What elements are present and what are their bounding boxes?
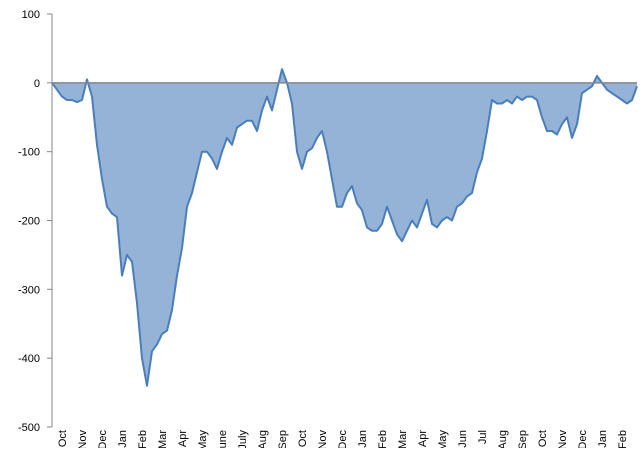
y-tick-label: -200 [18,216,40,228]
x-tick-label: Dec [337,430,349,448]
y-tick-label: -300 [18,284,40,296]
x-tick-label: Oct [537,430,549,447]
x-tick-label: Nov [317,430,329,448]
x-tick-label: Feb [377,430,389,448]
y-tick-label: -100 [18,147,40,159]
x-tick-label: May [437,430,449,448]
x-tick-label: Dec [577,430,589,448]
x-tick-label: Aug [257,430,269,448]
x-tick-label: Aug [497,430,509,448]
x-tick-label: Mar [397,430,409,448]
x-tick-label: June [217,430,229,448]
y-tick-label: -500 [18,422,40,434]
x-tick-label: Oct [57,430,69,447]
x-tick-label: Oct [297,430,309,447]
area-fill [52,69,637,386]
x-tick-label: Sep [517,430,529,448]
x-tick-label: Sep [277,430,289,448]
y-tick-label: 0 [34,78,40,90]
x-tick-label: July [237,430,249,448]
x-tick-label: Nov [77,430,89,448]
x-tick-label: Jan [117,430,129,448]
y-tick-label: 100 [22,9,40,21]
x-tick-label: Jan [597,430,609,448]
x-tick-label: Jan [357,430,369,448]
x-tick-label: Apr [417,430,429,447]
x-tick-label: Mar [157,430,169,448]
x-tick-label: Jul [477,430,489,444]
area-line [51,68,638,387]
x-tick-label: Jun [457,430,469,448]
x-tick-label: Feb [137,430,149,448]
x-tick-label: Dec [97,430,109,448]
x-tick-label: Feb [617,430,629,448]
x-tick-label: Nov [557,430,569,448]
y-tick-label: -400 [18,353,40,365]
x-tick-label: Apr [177,430,189,447]
x-tick-label: May [197,430,209,448]
